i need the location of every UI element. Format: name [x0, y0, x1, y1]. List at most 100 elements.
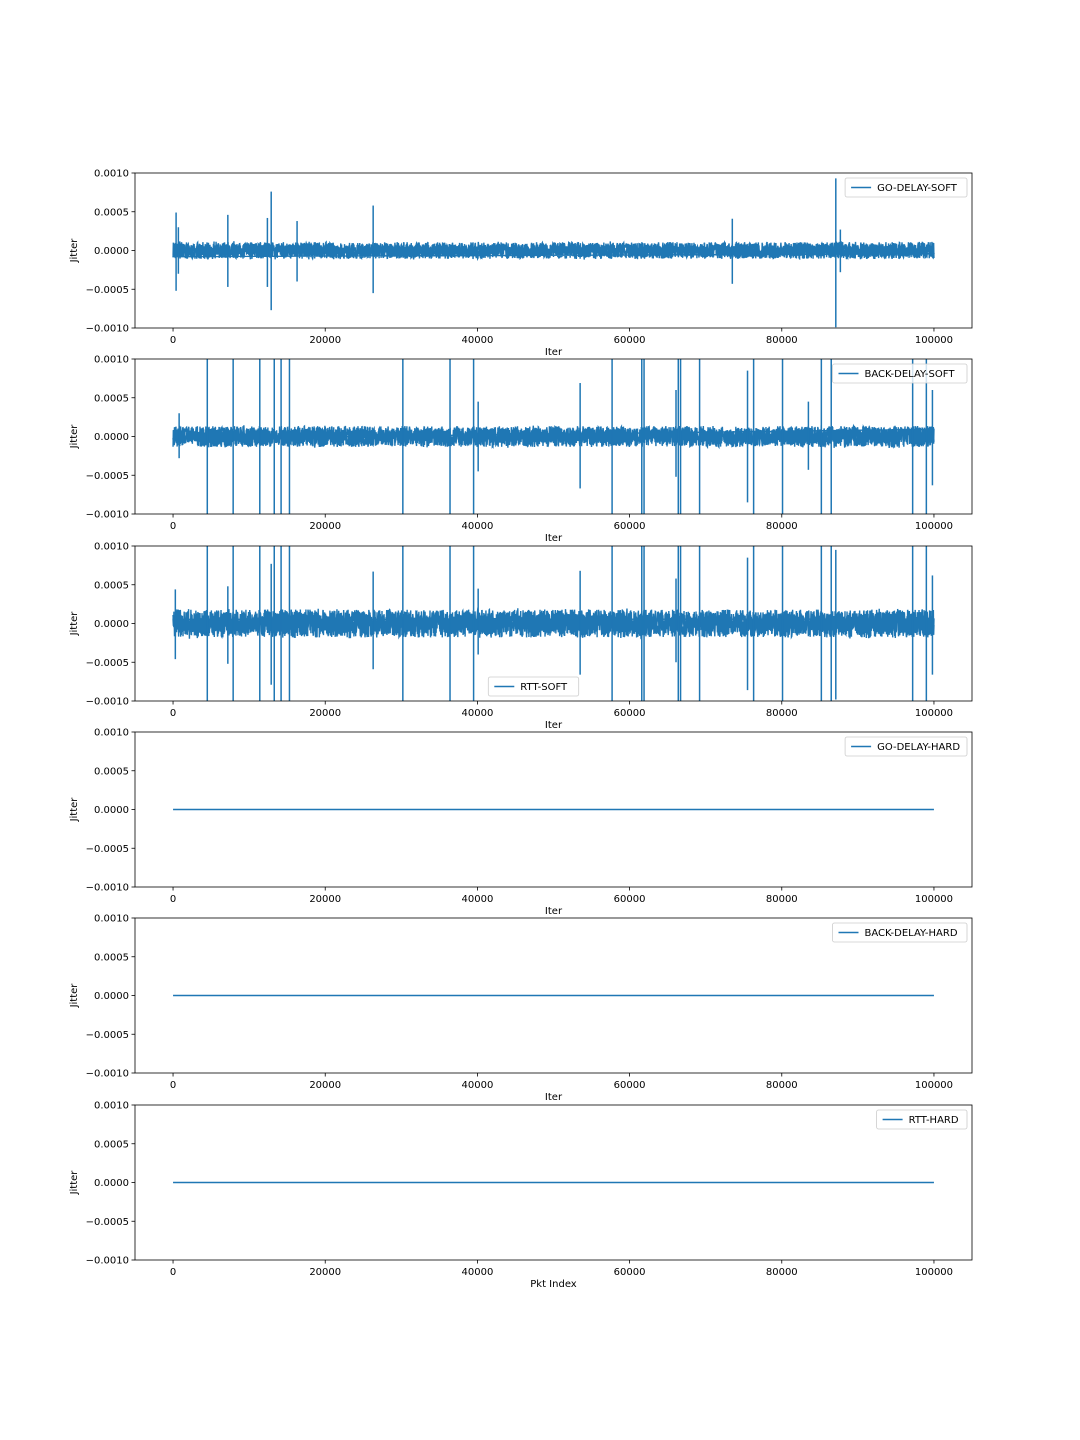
legend: RTT-SOFT — [487, 676, 580, 697]
y-tick-label: 0.0000 — [94, 246, 129, 257]
x-tick-label: 20000 — [309, 708, 341, 719]
x-tick-label: 0 — [170, 708, 176, 719]
y-tick-label: −0.0005 — [86, 844, 129, 855]
x-tick-label: 80000 — [766, 521, 798, 532]
legend-box — [487, 676, 580, 697]
x-tick-label: 40000 — [462, 521, 494, 532]
x-tick-label: 60000 — [614, 335, 646, 346]
x-tick-label: 100000 — [915, 1080, 953, 1091]
y-tick-label: 0.0010 — [94, 542, 129, 553]
y-tick-label: −0.0005 — [86, 285, 129, 296]
legend-box — [832, 363, 968, 384]
y-tick-label: −0.0010 — [86, 697, 129, 708]
x-tick-label: 0 — [170, 1267, 176, 1278]
x-tick-label: 40000 — [462, 894, 494, 905]
y-tick-label: 0.0000 — [94, 991, 129, 1002]
y-tick-label: −0.0005 — [86, 658, 129, 669]
y-tick-label: 0.0000 — [94, 432, 129, 443]
x-tick-label: 80000 — [766, 335, 798, 346]
y-tick-label: 0.0005 — [94, 393, 129, 404]
x-tick-label: 0 — [170, 894, 176, 905]
legend-label: RTT-SOFT — [520, 682, 568, 693]
legend-label: GO-DELAY-HARD — [877, 742, 960, 753]
y-tick-label: −0.0010 — [86, 510, 129, 521]
x-axis-label: Iter — [545, 347, 563, 358]
x-tick-label: 60000 — [614, 521, 646, 532]
series-line-RTT-SOFT — [172, 607, 935, 640]
y-axis-label: Jitter — [69, 238, 80, 264]
y-tick-label: 0.0000 — [94, 619, 129, 630]
y-axis-label: Jitter — [69, 983, 80, 1009]
x-tick-label: 40000 — [462, 1080, 494, 1091]
y-tick-label: −0.0005 — [86, 1217, 129, 1228]
subplot-2: 0 20000 40000 60000 80000 100000 −0.0010 −0.000… — [69, 355, 973, 544]
y-tick-label: 0.0005 — [94, 1139, 129, 1150]
x-tick-label: 100000 — [915, 335, 953, 346]
subplot-3: 0 20000 40000 60000 80000 100000 −0.0010 −0.000… — [69, 542, 973, 731]
x-tick-label: 100000 — [915, 894, 953, 905]
x-tick-label: 20000 — [309, 521, 341, 532]
y-tick-label: 0.0010 — [94, 169, 129, 180]
x-axis-label: Iter — [545, 533, 563, 544]
y-tick-label: 0.0010 — [94, 355, 129, 366]
x-tick-label: 0 — [170, 1080, 176, 1091]
x-axis-label: Pkt Index — [530, 1279, 577, 1290]
y-tick-label: −0.0005 — [86, 1030, 129, 1041]
x-tick-label: 60000 — [614, 1080, 646, 1091]
x-tick-label: 20000 — [309, 894, 341, 905]
subplot-5: 0 20000 40000 60000 80000 100000 −0.0010 −0.000… — [69, 914, 973, 1103]
legend: GO-DELAY-SOFT — [844, 177, 968, 198]
x-tick-label: 20000 — [309, 1267, 341, 1278]
legend: BACK-DELAY-HARD — [832, 922, 968, 943]
y-tick-label: −0.0010 — [86, 883, 129, 894]
y-tick-label: 0.0010 — [94, 728, 129, 739]
legend-label: RTT-HARD — [909, 1115, 959, 1126]
x-tick-label: 60000 — [614, 708, 646, 719]
x-tick-label: 0 — [170, 521, 176, 532]
y-tick-label: −0.0010 — [86, 1069, 129, 1080]
x-tick-label: 80000 — [766, 894, 798, 905]
y-axis-label: Jitter — [69, 797, 80, 823]
x-tick-label: 60000 — [614, 1267, 646, 1278]
x-tick-label: 40000 — [462, 1267, 494, 1278]
legend-label: BACK-DELAY-SOFT — [865, 369, 956, 380]
y-tick-label: −0.0010 — [86, 324, 129, 335]
y-tick-label: 0.0005 — [94, 952, 129, 963]
y-tick-label: 0.0005 — [94, 580, 129, 591]
x-tick-label: 80000 — [766, 1267, 798, 1278]
x-tick-label: 40000 — [462, 708, 494, 719]
y-tick-label: −0.0010 — [86, 1256, 129, 1267]
legend-box — [844, 177, 968, 198]
plot-area — [172, 359, 935, 514]
y-tick-label: 0.0005 — [94, 766, 129, 777]
legend-label: GO-DELAY-SOFT — [877, 183, 958, 194]
x-tick-label: 100000 — [915, 521, 953, 532]
y-axis-label: Jitter — [69, 424, 80, 450]
y-tick-label: 0.0010 — [94, 1101, 129, 1112]
subplot-1: 0 20000 40000 60000 80000 100000 −0.0010 −0.000… — [69, 169, 973, 358]
x-axis-label: Iter — [545, 1092, 563, 1103]
x-tick-label: 40000 — [462, 335, 494, 346]
x-axis-label: Iter — [545, 906, 563, 917]
y-tick-label: 0.0000 — [94, 805, 129, 816]
x-tick-label: 100000 — [915, 1267, 953, 1278]
legend: GO-DELAY-HARD — [844, 736, 968, 757]
x-axis-label: Iter — [545, 720, 563, 731]
y-tick-label: 0.0005 — [94, 207, 129, 218]
y-tick-label: −0.0005 — [86, 471, 129, 482]
plot-area — [172, 178, 935, 328]
legend-box — [876, 1109, 968, 1130]
legend-box — [832, 922, 968, 943]
subplot-4: 0 20000 40000 60000 80000 100000 −0.0010 −0.000… — [69, 728, 973, 917]
legend-label: BACK-DELAY-HARD — [865, 928, 958, 939]
x-tick-label: 20000 — [309, 335, 341, 346]
subplot-6: 0 20000 40000 60000 80000 100000 −0.0010 −0.000… — [69, 1101, 973, 1290]
x-tick-label: 80000 — [766, 708, 798, 719]
x-tick-label: 60000 — [614, 894, 646, 905]
x-tick-label: 100000 — [915, 708, 953, 719]
x-tick-label: 0 — [170, 335, 176, 346]
y-tick-label: 0.0010 — [94, 914, 129, 925]
x-tick-label: 80000 — [766, 1080, 798, 1091]
series-line-GO-DELAY-SOFT — [172, 240, 935, 262]
